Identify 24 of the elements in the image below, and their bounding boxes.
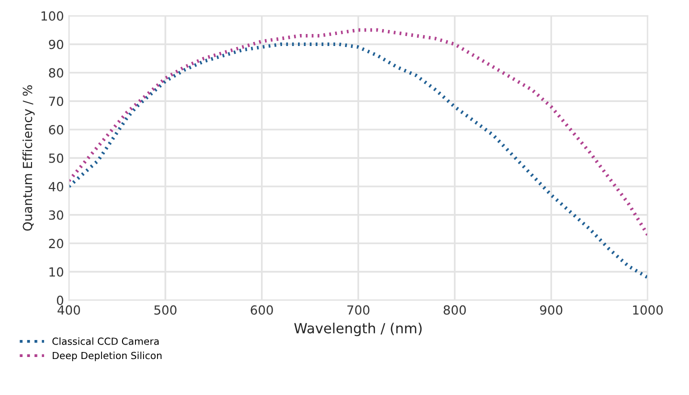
x-tick-label: 700 (347, 305, 370, 315)
y-tick-label: 10 (50, 267, 64, 277)
y-tick-label: 20 (49, 238, 64, 248)
y-axis-title: Quantum Efficiency / % (22, 85, 35, 231)
y-tick-label: 30 (49, 210, 64, 220)
x-tick-label: 800 (444, 305, 466, 315)
x-tick-label: 1000 (633, 305, 663, 315)
y-tick-label: 90 (48, 40, 64, 50)
legend-label: Classical CCD Camera (52, 337, 159, 345)
x-tick-label: 600 (250, 305, 273, 315)
x-tick-label: 400 (58, 305, 80, 315)
y-tick-label: 40 (48, 182, 64, 192)
x-tick-label: 500 (154, 305, 176, 315)
y-tick-label: 100 (42, 11, 64, 21)
y-tick-label: 50 (49, 153, 64, 163)
line-series (68, 42, 648, 280)
y-tick-label: 70 (49, 96, 64, 106)
legend-label: Deep Depletion Silicon (52, 352, 162, 362)
y-tick-label: 80 (48, 68, 64, 78)
y-tick-label: 60 (49, 125, 64, 134)
x-axis-title: Wavelength / (nm) (294, 322, 422, 336)
y-tick-label: 0 (56, 296, 64, 306)
line-series (68, 28, 648, 237)
x-tick-label: 900 (540, 305, 562, 315)
